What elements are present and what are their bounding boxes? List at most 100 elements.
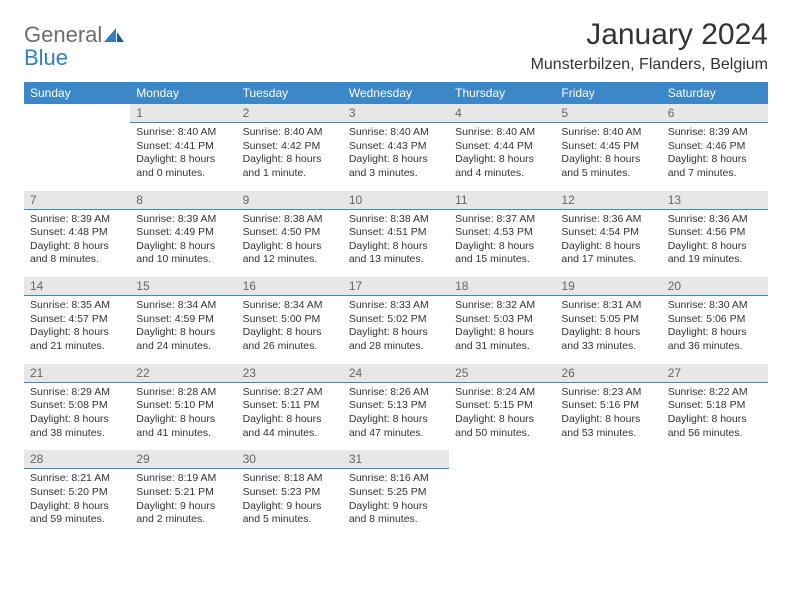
calendar-cell: 29Sunrise: 8:19 AMSunset: 5:21 PMDayligh…	[130, 450, 236, 537]
day-details: Sunrise: 8:37 AMSunset: 4:53 PMDaylight:…	[449, 210, 555, 278]
sunrise-text: Sunrise: 8:40 AM	[455, 126, 549, 140]
calendar-cell: 18Sunrise: 8:32 AMSunset: 5:03 PMDayligh…	[449, 277, 555, 364]
day-details: Sunrise: 8:22 AMSunset: 5:18 PMDaylight:…	[662, 383, 768, 451]
sunrise-text: Sunrise: 8:35 AM	[30, 299, 124, 313]
calendar-week-row: 28Sunrise: 8:21 AMSunset: 5:20 PMDayligh…	[24, 450, 768, 537]
sunrise-text: Sunrise: 8:27 AM	[243, 386, 337, 400]
day-details: Sunrise: 8:39 AMSunset: 4:48 PMDaylight:…	[24, 210, 130, 278]
day-details: Sunrise: 8:24 AMSunset: 5:15 PMDaylight:…	[449, 383, 555, 451]
sunset-text: Sunset: 5:21 PM	[136, 486, 230, 500]
sunset-text: Sunset: 4:50 PM	[243, 226, 337, 240]
daylight-text: Daylight: 8 hours and 19 minutes.	[668, 240, 762, 267]
day-details: Sunrise: 8:38 AMSunset: 4:51 PMDaylight:…	[343, 210, 449, 278]
sunset-text: Sunset: 5:10 PM	[136, 399, 230, 413]
sunset-text: Sunset: 4:41 PM	[136, 140, 230, 154]
calendar-cell: 25Sunrise: 8:24 AMSunset: 5:15 PMDayligh…	[449, 364, 555, 451]
calendar-cell: 1Sunrise: 8:40 AMSunset: 4:41 PMDaylight…	[130, 104, 236, 191]
calendar-cell: ..	[449, 450, 555, 537]
day-number: 16	[237, 277, 343, 296]
sunset-text: Sunset: 4:51 PM	[349, 226, 443, 240]
day-number: 31	[343, 450, 449, 469]
sunset-text: Sunset: 4:46 PM	[668, 140, 762, 154]
sunrise-text: Sunrise: 8:40 AM	[136, 126, 230, 140]
day-details: Sunrise: 8:18 AMSunset: 5:23 PMDaylight:…	[237, 469, 343, 537]
sunrise-text: Sunrise: 8:22 AM	[668, 386, 762, 400]
sunrise-text: Sunrise: 8:26 AM	[349, 386, 443, 400]
day-details: Sunrise: 8:40 AMSunset: 4:44 PMDaylight:…	[449, 123, 555, 191]
day-number: 29	[130, 450, 236, 469]
day-details: Sunrise: 8:23 AMSunset: 5:16 PMDaylight:…	[555, 383, 661, 451]
day-details: Sunrise: 8:33 AMSunset: 5:02 PMDaylight:…	[343, 296, 449, 364]
daylight-text: Daylight: 8 hours and 1 minute.	[243, 153, 337, 180]
day-number: 4	[449, 104, 555, 123]
day-number: 15	[130, 277, 236, 296]
sunrise-text: Sunrise: 8:23 AM	[561, 386, 655, 400]
sunset-text: Sunset: 5:06 PM	[668, 313, 762, 327]
day-details: Sunrise: 8:34 AMSunset: 4:59 PMDaylight:…	[130, 296, 236, 364]
calendar-cell: 16Sunrise: 8:34 AMSunset: 5:00 PMDayligh…	[237, 277, 343, 364]
calendar-cell: 8Sunrise: 8:39 AMSunset: 4:49 PMDaylight…	[130, 191, 236, 278]
calendar-cell: ..	[24, 104, 130, 191]
calendar-cell: 24Sunrise: 8:26 AMSunset: 5:13 PMDayligh…	[343, 364, 449, 451]
day-number: 14	[24, 277, 130, 296]
day-number: 18	[449, 277, 555, 296]
day-details: Sunrise: 8:39 AMSunset: 4:46 PMDaylight:…	[662, 123, 768, 191]
day-details: Sunrise: 8:39 AMSunset: 4:49 PMDaylight:…	[130, 210, 236, 278]
dow-header: Friday	[555, 82, 661, 104]
sunrise-text: Sunrise: 8:31 AM	[561, 299, 655, 313]
sunrise-text: Sunrise: 8:18 AM	[243, 472, 337, 486]
sunrise-text: Sunrise: 8:36 AM	[668, 213, 762, 227]
sunrise-text: Sunrise: 8:16 AM	[349, 472, 443, 486]
day-number: 24	[343, 364, 449, 383]
day-number: 27	[662, 364, 768, 383]
sunrise-text: Sunrise: 8:19 AM	[136, 472, 230, 486]
sunset-text: Sunset: 5:05 PM	[561, 313, 655, 327]
day-number: 13	[662, 191, 768, 210]
dow-header: Tuesday	[237, 82, 343, 104]
day-number: 21	[24, 364, 130, 383]
day-number: 22	[130, 364, 236, 383]
dow-header: Monday	[130, 82, 236, 104]
daylight-text: Daylight: 9 hours and 8 minutes.	[349, 500, 443, 527]
sunset-text: Sunset: 4:54 PM	[561, 226, 655, 240]
sunset-text: Sunset: 5:08 PM	[30, 399, 124, 413]
sunset-text: Sunset: 5:16 PM	[561, 399, 655, 413]
daylight-text: Daylight: 8 hours and 10 minutes.	[136, 240, 230, 267]
title-block: January 2024 Munsterbilzen, Flanders, Be…	[531, 18, 768, 74]
daylight-text: Daylight: 8 hours and 12 minutes.	[243, 240, 337, 267]
daylight-text: Daylight: 8 hours and 17 minutes.	[561, 240, 655, 267]
sunrise-text: Sunrise: 8:38 AM	[349, 213, 443, 227]
calendar-cell: 20Sunrise: 8:30 AMSunset: 5:06 PMDayligh…	[662, 277, 768, 364]
brand-logo: General Blue	[24, 18, 124, 70]
dow-header: Thursday	[449, 82, 555, 104]
sunrise-text: Sunrise: 8:24 AM	[455, 386, 549, 400]
sunset-text: Sunset: 4:44 PM	[455, 140, 549, 154]
calendar-page: General Blue January 2024 Munsterbilzen,…	[0, 0, 792, 555]
day-number: 12	[555, 191, 661, 210]
calendar-cell: 30Sunrise: 8:18 AMSunset: 5:23 PMDayligh…	[237, 450, 343, 537]
sunset-text: Sunset: 4:42 PM	[243, 140, 337, 154]
day-details: Sunrise: 8:40 AMSunset: 4:45 PMDaylight:…	[555, 123, 661, 191]
daylight-text: Daylight: 8 hours and 13 minutes.	[349, 240, 443, 267]
sunrise-text: Sunrise: 8:32 AM	[455, 299, 549, 313]
calendar-cell: 19Sunrise: 8:31 AMSunset: 5:05 PMDayligh…	[555, 277, 661, 364]
day-details: Sunrise: 8:38 AMSunset: 4:50 PMDaylight:…	[237, 210, 343, 278]
calendar-header-row: SundayMondayTuesdayWednesdayThursdayFrid…	[24, 82, 768, 104]
calendar-cell: 13Sunrise: 8:36 AMSunset: 4:56 PMDayligh…	[662, 191, 768, 278]
sunrise-text: Sunrise: 8:29 AM	[30, 386, 124, 400]
page-header: General Blue January 2024 Munsterbilzen,…	[24, 18, 768, 74]
day-number: 2	[237, 104, 343, 123]
dow-header: Saturday	[662, 82, 768, 104]
calendar-cell: 31 Sunrise: 8:16 AMSunset: 5:25 PMDayligh…	[343, 450, 449, 537]
daylight-text: Daylight: 8 hours and 53 minutes.	[561, 413, 655, 440]
day-details: Sunrise: 8:30 AMSunset: 5:06 PMDaylight:…	[662, 296, 768, 364]
calendar-cell: 7Sunrise: 8:39 AMSunset: 4:48 PMDaylight…	[24, 191, 130, 278]
daylight-text: Daylight: 8 hours and 41 minutes.	[136, 413, 230, 440]
calendar-cell: 26Sunrise: 8:23 AMSunset: 5:16 PMDayligh…	[555, 364, 661, 451]
day-number: 5	[555, 104, 661, 123]
sunset-text: Sunset: 5:25 PM	[349, 486, 443, 500]
daylight-text: Daylight: 8 hours and 47 minutes.	[349, 413, 443, 440]
sunset-text: Sunset: 4:57 PM	[30, 313, 124, 327]
calendar-cell: 9Sunrise: 8:38 AMSunset: 4:50 PMDaylight…	[237, 191, 343, 278]
daylight-text: Daylight: 8 hours and 36 minutes.	[668, 326, 762, 353]
